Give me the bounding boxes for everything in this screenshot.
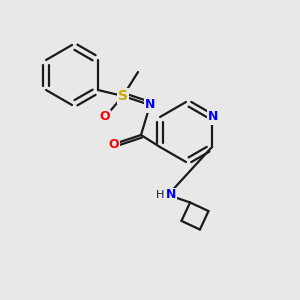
- Text: N: N: [166, 188, 176, 202]
- Text: N: N: [208, 110, 219, 124]
- Text: S: S: [118, 89, 128, 103]
- Text: O: O: [100, 110, 110, 124]
- Text: N: N: [145, 98, 155, 112]
- Text: O: O: [109, 137, 119, 151]
- Text: H: H: [156, 190, 165, 200]
